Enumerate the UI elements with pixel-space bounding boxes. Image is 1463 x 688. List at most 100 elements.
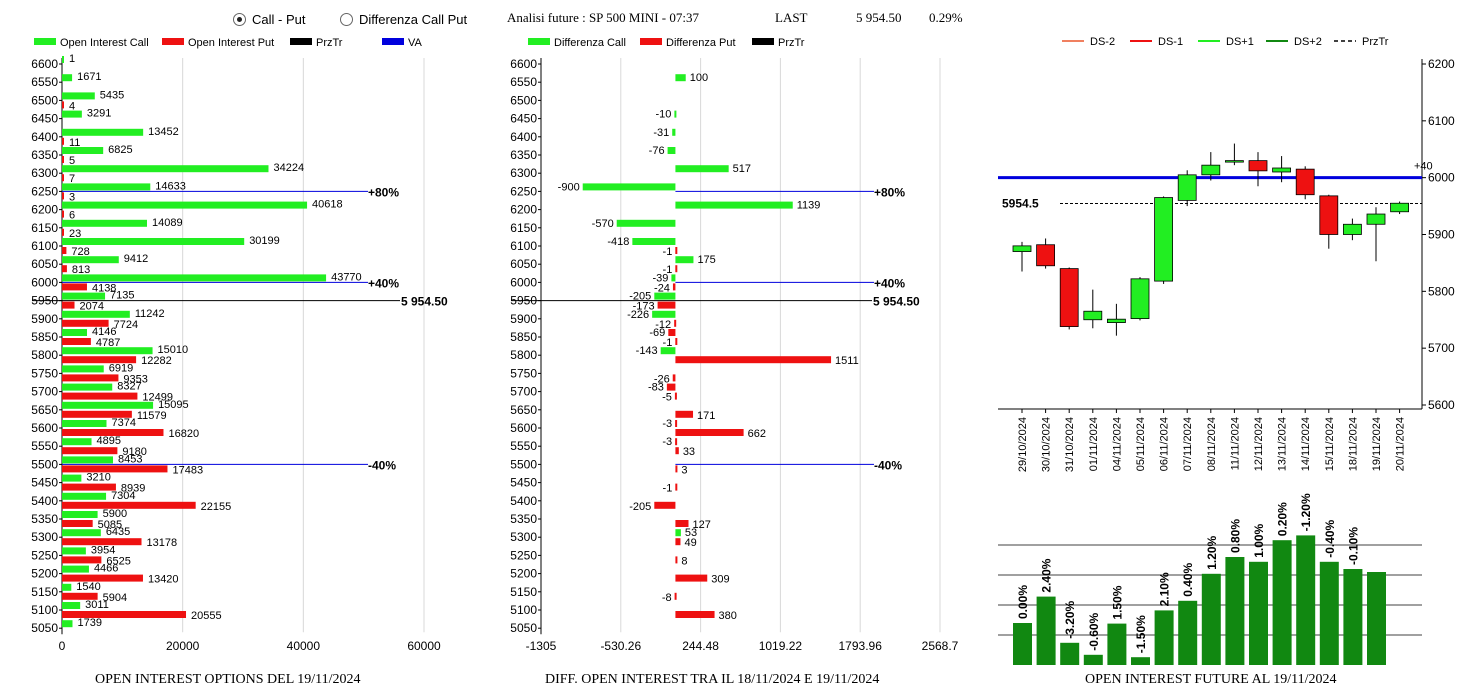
date-label: 30/10/2024	[1041, 417, 1053, 472]
put-value-label: 22155	[201, 501, 232, 513]
legend-swatch	[382, 38, 404, 45]
future-oi-bar	[1225, 557, 1245, 665]
radio-call-put[interactable]: Call - Put	[233, 12, 305, 27]
diff-call-label: 517	[733, 163, 751, 175]
put-bar	[62, 338, 91, 345]
call-value-label: 4895	[97, 435, 121, 447]
plus40-label: +40	[1414, 161, 1433, 173]
diff-put-label: -1	[663, 483, 673, 495]
date-label: 11/11/2024	[1229, 417, 1241, 470]
y-tick-label: 5900	[31, 312, 58, 326]
future-oi-label: -0.10%	[1346, 527, 1360, 565]
candle-body	[1248, 160, 1268, 172]
legend-swatch	[528, 38, 550, 45]
diff-call-label: 175	[697, 254, 715, 266]
y-tick-label: 5700	[1428, 341, 1455, 355]
candle-body	[1012, 245, 1032, 252]
put-value-label: 6	[69, 210, 75, 222]
put-bar	[62, 592, 98, 600]
diff-put-bar	[674, 592, 677, 600]
y-tick-label: 6250	[510, 184, 537, 198]
call-bar	[62, 219, 148, 227]
put-bar	[62, 283, 87, 291]
price-label: 5 954.50	[873, 295, 920, 309]
diff-call-bar	[652, 310, 676, 318]
put-value-label: 3	[69, 191, 75, 203]
diff-put-bar	[672, 374, 676, 382]
diff-call-bar	[674, 110, 677, 118]
put-value-label: 13178	[147, 537, 178, 549]
legend-label: Open Interest Put	[188, 37, 274, 49]
y-tick-label: 5750	[510, 366, 537, 380]
diff-put-bar	[675, 483, 678, 491]
diff-call-bar	[654, 292, 676, 300]
y-tick-label: 6000	[510, 275, 537, 289]
x-tick-label: 20000	[166, 639, 200, 653]
call-value-label: 7374	[111, 417, 135, 429]
last-value: 5 954.50	[856, 10, 902, 25]
future-oi-label: 2.40%	[1040, 558, 1054, 592]
radio-checked-icon[interactable]	[233, 13, 246, 26]
put-value-label: 7724	[114, 319, 138, 331]
diff-put-label: -1	[663, 337, 673, 349]
call-value-label: 1	[69, 53, 75, 65]
date-label: 14/11/2024	[1300, 417, 1312, 471]
call-value-label: 1540	[76, 581, 100, 593]
date-label: 19/11/2024	[1371, 417, 1383, 471]
y-tick-label: 6350	[510, 148, 537, 162]
price-label: 5954.5	[1002, 197, 1039, 211]
call-value-label: 30199	[249, 235, 280, 247]
put-bar	[62, 556, 102, 564]
legend-label: DS-1	[1158, 36, 1183, 48]
put-bar	[62, 392, 138, 400]
date-label: 31/10/2024	[1064, 417, 1076, 472]
diff-call-bar	[675, 256, 694, 264]
put-value-label: 16820	[168, 428, 199, 440]
y-tick-label: 6300	[510, 166, 537, 180]
diff-call-label: -226	[627, 309, 649, 321]
candle-body	[1201, 164, 1221, 176]
future-oi-bar	[1036, 596, 1056, 665]
y-tick-label: 6100	[1428, 114, 1455, 128]
radio-differenza-label: Differenza Call Put	[359, 12, 468, 27]
diff-call-bar	[632, 238, 676, 245]
legend-label: DS-2	[1090, 36, 1115, 48]
radio-unchecked-icon[interactable]	[340, 13, 353, 26]
call-value-label: 8327	[117, 381, 141, 393]
put-bar	[62, 101, 64, 109]
y-tick-label: 6000	[31, 275, 58, 289]
call-bar	[62, 365, 104, 373]
put-bar	[62, 265, 67, 273]
call-bar	[62, 329, 88, 336]
candle-body	[1224, 160, 1244, 163]
diff-put-bar	[675, 410, 694, 418]
legend-label: PrzTr	[1362, 36, 1389, 48]
put-value-label: 11	[69, 137, 80, 149]
radio-differenza[interactable]: Differenza Call Put	[340, 12, 467, 27]
legend-label: PrzTr	[778, 37, 805, 49]
future-oi-bar	[1319, 561, 1339, 665]
diff-put-label: -3	[662, 418, 672, 430]
put-bar	[62, 410, 132, 418]
diff-put-bar	[668, 329, 676, 336]
future-oi-label: 0.00%	[1016, 585, 1030, 619]
put-bar	[62, 465, 168, 473]
va-label: +80%	[368, 185, 399, 199]
diff-put-label: -24	[654, 282, 670, 294]
legend-swatch	[752, 38, 774, 45]
candle-body	[1083, 310, 1103, 321]
call-value-label: 1739	[77, 617, 101, 629]
call-bar	[62, 238, 245, 245]
date-label: 12/11/2024	[1253, 417, 1265, 471]
future-oi-label: -0.60%	[1087, 612, 1101, 650]
date-label: 04/11/2024	[1111, 417, 1123, 471]
diff-put-label: -8	[662, 592, 672, 604]
diff-put-bar	[674, 392, 677, 400]
put-bar	[62, 574, 143, 582]
put-bar	[62, 192, 64, 200]
diff-put-label: 8	[681, 555, 687, 567]
call-bar	[62, 92, 95, 100]
x-tick-label: 244.48	[682, 639, 719, 653]
diff-call-bar	[582, 183, 676, 191]
diff-call-label: -205	[629, 291, 651, 303]
